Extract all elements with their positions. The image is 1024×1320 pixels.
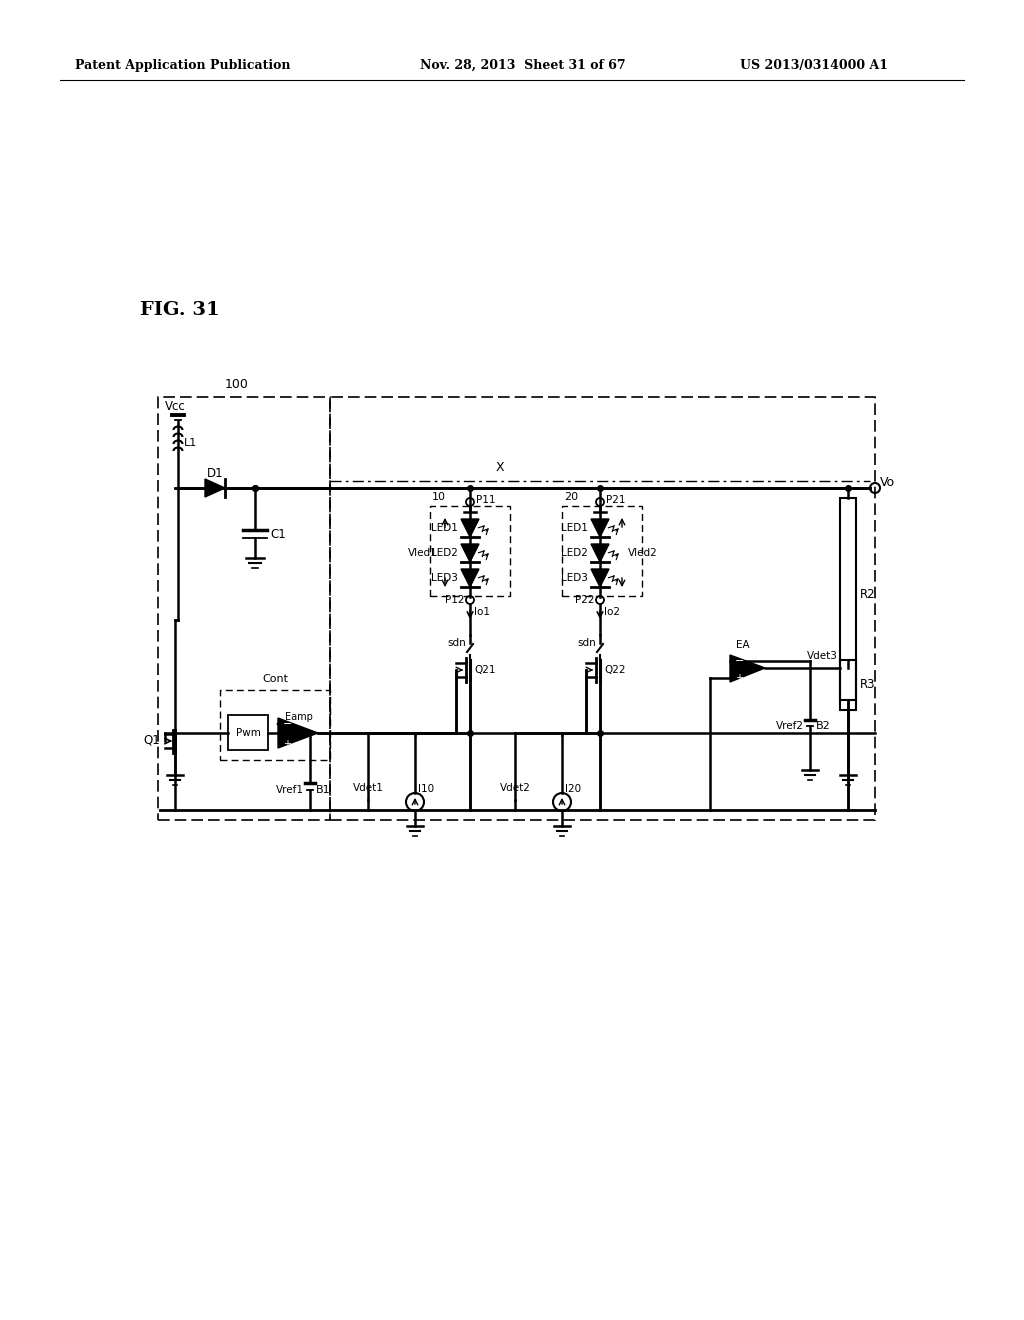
Text: EA: EA <box>736 640 750 649</box>
Text: −: − <box>735 656 744 667</box>
Polygon shape <box>461 569 479 587</box>
Bar <box>158 397 330 820</box>
Text: LED2: LED2 <box>561 548 588 558</box>
Text: +: + <box>283 739 291 748</box>
Text: +: + <box>735 673 743 682</box>
Text: 10: 10 <box>432 492 446 502</box>
Text: Q1: Q1 <box>143 734 160 747</box>
Polygon shape <box>730 655 765 682</box>
Text: LED3: LED3 <box>431 573 458 583</box>
Text: Io1: Io1 <box>474 607 490 616</box>
Text: FIG. 31: FIG. 31 <box>140 301 220 319</box>
Polygon shape <box>591 569 609 587</box>
Text: P22: P22 <box>574 595 594 605</box>
Text: LED2: LED2 <box>431 548 458 558</box>
Text: −: − <box>283 719 293 729</box>
Text: P11: P11 <box>476 495 496 506</box>
Text: P12: P12 <box>444 595 464 605</box>
Bar <box>840 498 856 700</box>
Bar <box>430 506 510 597</box>
Text: LED3: LED3 <box>561 573 588 583</box>
Text: Vref2: Vref2 <box>776 721 804 731</box>
Text: Vcc: Vcc <box>165 400 185 413</box>
Text: B1: B1 <box>316 785 331 795</box>
Text: Vled1: Vled1 <box>409 548 438 558</box>
Bar <box>840 660 856 710</box>
Text: Q21: Q21 <box>474 665 496 675</box>
Text: Vdet1: Vdet1 <box>352 783 383 793</box>
Text: R2: R2 <box>860 587 876 601</box>
Text: Cont: Cont <box>262 675 288 684</box>
Text: Vdet3: Vdet3 <box>807 651 838 661</box>
Text: LED1: LED1 <box>561 523 588 533</box>
Text: 100: 100 <box>225 378 249 391</box>
Text: R3: R3 <box>860 678 876 692</box>
Text: sdn: sdn <box>578 638 596 648</box>
Text: 20: 20 <box>564 492 579 502</box>
Text: Io2: Io2 <box>604 607 620 616</box>
Polygon shape <box>591 519 609 537</box>
Polygon shape <box>278 718 318 748</box>
Text: Patent Application Publication: Patent Application Publication <box>75 58 291 71</box>
Polygon shape <box>461 519 479 537</box>
Text: D1: D1 <box>207 467 223 480</box>
Polygon shape <box>205 479 225 498</box>
Text: B2: B2 <box>816 721 830 731</box>
Text: Vo: Vo <box>880 475 895 488</box>
Text: X: X <box>496 461 504 474</box>
Text: C1: C1 <box>270 528 286 540</box>
Text: I20: I20 <box>565 784 582 795</box>
Text: Pwm: Pwm <box>236 729 260 738</box>
Bar <box>228 715 268 750</box>
Bar <box>220 690 330 760</box>
Bar <box>330 397 874 820</box>
Text: Vref1: Vref1 <box>276 785 304 795</box>
Bar <box>562 506 642 597</box>
Text: Q22: Q22 <box>604 665 626 675</box>
Polygon shape <box>591 544 609 562</box>
Text: sdn: sdn <box>447 638 466 648</box>
Text: L1: L1 <box>184 438 198 447</box>
Text: P21: P21 <box>606 495 626 506</box>
Text: Vled2: Vled2 <box>628 548 657 558</box>
Text: I10: I10 <box>418 784 434 795</box>
Text: Vdet2: Vdet2 <box>500 783 530 793</box>
Text: Eamp: Eamp <box>285 711 313 722</box>
Text: US 2013/0314000 A1: US 2013/0314000 A1 <box>740 58 888 71</box>
Polygon shape <box>461 544 479 562</box>
Text: LED1: LED1 <box>431 523 458 533</box>
Text: Nov. 28, 2013  Sheet 31 of 67: Nov. 28, 2013 Sheet 31 of 67 <box>420 58 626 71</box>
